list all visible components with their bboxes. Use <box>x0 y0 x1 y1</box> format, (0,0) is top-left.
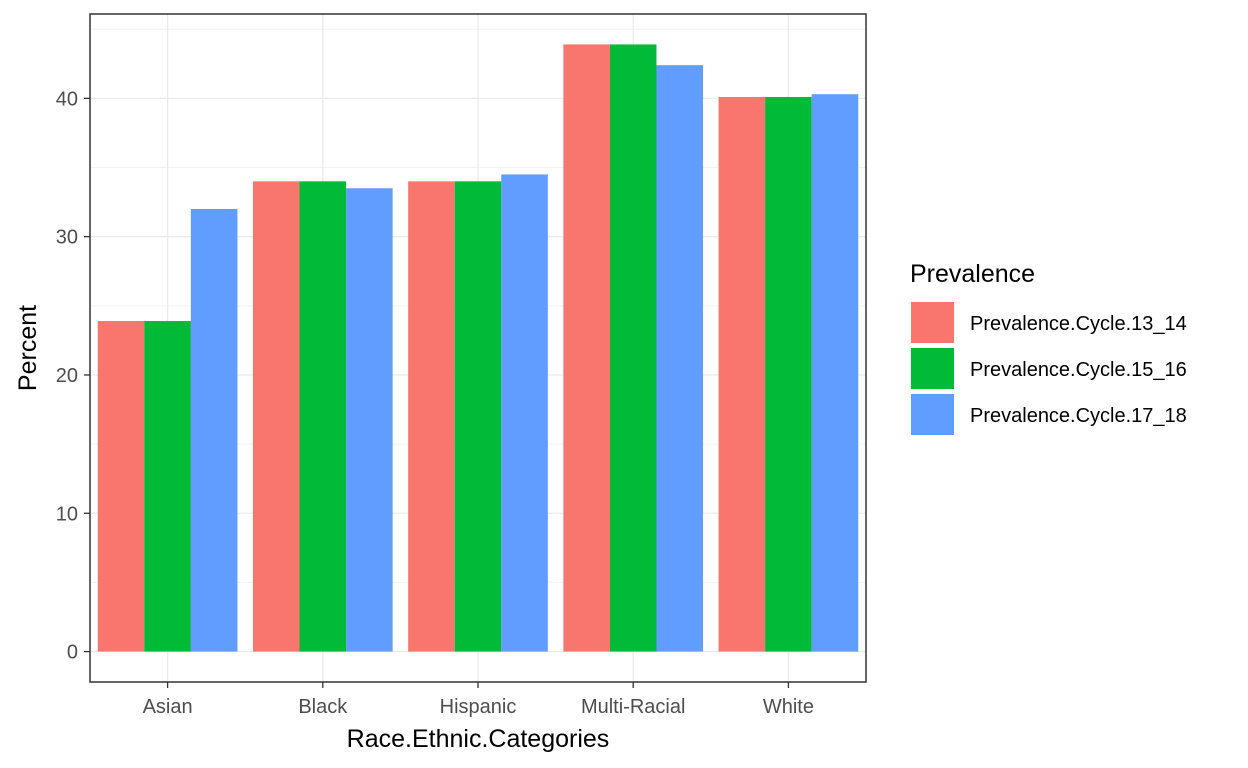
legend-label: Prevalence.Cycle.15_16 <box>970 359 1187 381</box>
x-tick-label: White <box>763 696 814 718</box>
bar <box>454 181 502 652</box>
legend-swatch <box>911 302 954 343</box>
bar <box>408 181 455 652</box>
bar <box>501 174 548 652</box>
legend-label: Prevalence.Cycle.13_14 <box>970 313 1187 335</box>
bar <box>609 44 657 652</box>
bars <box>97 44 859 652</box>
bar <box>656 65 704 652</box>
bar <box>252 181 300 652</box>
bar <box>190 209 238 652</box>
y-tick-label: 10 <box>56 503 78 525</box>
y-axis-title: Percent <box>14 305 42 391</box>
x-axis: Asian Black Hispanic Multi-Racial White <box>143 682 814 718</box>
x-tick-label: Multi-Racial <box>581 696 685 718</box>
x-axis-title: Race.Ethnic.Categories <box>347 725 610 753</box>
bar <box>97 321 145 652</box>
legend-title: Prevalence <box>910 260 1035 288</box>
bar <box>765 96 812 652</box>
bar <box>299 181 347 652</box>
legend-swatch <box>911 394 954 435</box>
bar <box>718 96 766 652</box>
y-tick-label: 0 <box>67 642 78 664</box>
legend: Prevalence Prevalence.Cycle.13_14 Prevale… <box>910 260 1187 435</box>
x-tick-label: Hispanic <box>440 696 517 718</box>
bar <box>563 44 610 652</box>
bar <box>811 94 859 652</box>
x-tick-label: Asian <box>143 696 193 718</box>
x-tick-label: Black <box>298 696 348 718</box>
legend-label: Prevalence.Cycle.17_18 <box>970 405 1187 427</box>
y-tick-label: 20 <box>56 365 78 387</box>
y-tick-label: 30 <box>56 227 78 249</box>
legend-swatch <box>911 348 954 389</box>
bar <box>346 188 393 652</box>
y-axis: 0 10 20 30 40 <box>56 88 90 664</box>
y-tick-label: 40 <box>56 88 78 110</box>
bar <box>144 321 191 652</box>
